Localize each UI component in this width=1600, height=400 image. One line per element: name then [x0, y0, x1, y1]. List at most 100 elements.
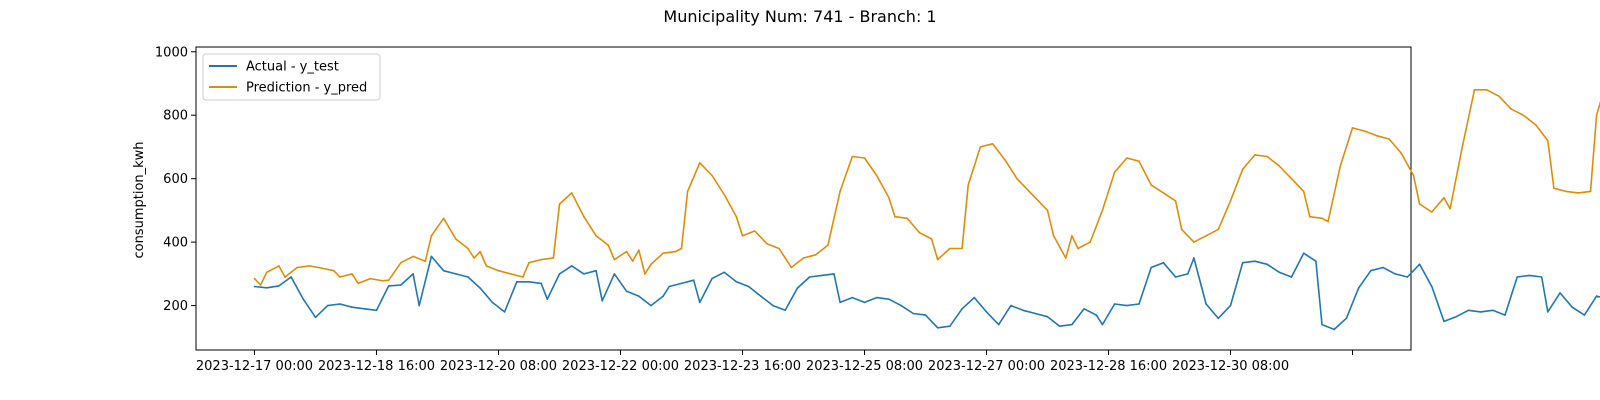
data-point [613, 273, 616, 275]
data-point [540, 282, 542, 285]
data-point [1150, 266, 1152, 269]
data-point [1229, 200, 1232, 202]
data-point [583, 215, 585, 218]
data-point [930, 238, 933, 240]
data-point [1388, 138, 1390, 140]
data-point [1174, 200, 1177, 202]
data-point [991, 143, 994, 145]
data-point [1351, 127, 1354, 129]
data-point [1138, 160, 1140, 162]
data-point [595, 235, 597, 237]
data-point [1138, 303, 1140, 305]
data-point [430, 255, 433, 258]
data-point [290, 276, 292, 278]
data-point [894, 215, 896, 218]
data-point [424, 260, 427, 263]
data-point [1028, 190, 1030, 193]
data-point [949, 325, 951, 328]
data-point [1504, 314, 1506, 316]
data-point [711, 277, 713, 280]
data-point [1571, 306, 1573, 309]
data-point [412, 255, 414, 258]
data-point [961, 247, 963, 250]
data-point [711, 174, 713, 177]
data-point [1467, 309, 1470, 312]
data-point [692, 279, 695, 282]
data-point [503, 311, 506, 313]
data-point [723, 271, 725, 274]
data-point [540, 258, 542, 261]
data-point [1406, 276, 1409, 278]
data-point [638, 295, 640, 297]
data-point [1241, 261, 1244, 264]
y-tick-label: 1000 [155, 45, 188, 60]
data-point [418, 304, 421, 307]
data-point [680, 282, 683, 285]
data-point [528, 261, 530, 264]
legend-label: Prediction - y_pred [246, 81, 367, 96]
data-point [1095, 314, 1098, 316]
data-point [1016, 177, 1018, 180]
data-point [888, 298, 890, 301]
data-point [1162, 192, 1165, 194]
data-point [491, 301, 494, 304]
data-point [1205, 235, 1207, 237]
data-point [1455, 315, 1457, 318]
data-point [1583, 314, 1586, 316]
data-point [613, 258, 616, 261]
data-point [1516, 276, 1518, 278]
legend-label: Actual - y_test [246, 60, 339, 75]
data-point [1101, 209, 1104, 212]
data-point [1376, 135, 1378, 137]
data-point [302, 298, 305, 301]
data-point [1254, 154, 1256, 156]
y-tick-label: 200 [163, 299, 188, 314]
data-point [772, 304, 774, 307]
data-point [326, 304, 329, 307]
data-point [1113, 171, 1116, 174]
data-point [357, 282, 360, 285]
data-point [1547, 311, 1549, 313]
series-1 [253, 89, 1600, 286]
data-point [1290, 276, 1293, 278]
data-point [985, 311, 988, 313]
data-point [1418, 263, 1421, 266]
data-point [284, 276, 286, 278]
data-point [278, 285, 280, 287]
data-point [1022, 309, 1024, 312]
data-point [814, 254, 817, 256]
legend[interactable]: Actual - y_test Prediction - y_pred [202, 53, 381, 101]
data-point [509, 273, 512, 275]
data-point [253, 285, 256, 288]
data-point [1339, 165, 1342, 167]
data-point [570, 192, 573, 194]
data-point [296, 266, 299, 269]
data-point [1278, 165, 1281, 167]
data-point [1382, 266, 1384, 269]
data-point [766, 242, 768, 245]
data-point [1321, 217, 1323, 220]
data-point [1357, 287, 1360, 289]
plot-area [195, 46, 1412, 351]
data-point [790, 266, 793, 269]
data-point [900, 304, 902, 307]
x-tick-label: 2023-12-20 08:00 [440, 359, 557, 374]
data-point [1071, 323, 1073, 326]
x-tick-label: 2023-12-17 00:00 [196, 359, 313, 374]
data-point [1034, 312, 1037, 315]
data-point [558, 273, 561, 275]
data-point [1309, 215, 1311, 218]
data-point [339, 303, 341, 305]
data-point [363, 308, 366, 310]
data-point [1058, 325, 1061, 328]
data-point [381, 280, 384, 282]
data-point [522, 276, 524, 278]
data-point [1162, 261, 1165, 264]
data-point [796, 287, 799, 289]
data-point [906, 217, 908, 220]
data-point [741, 235, 744, 237]
data-point [912, 312, 915, 315]
data-point [570, 265, 573, 267]
data-point [1205, 303, 1207, 305]
